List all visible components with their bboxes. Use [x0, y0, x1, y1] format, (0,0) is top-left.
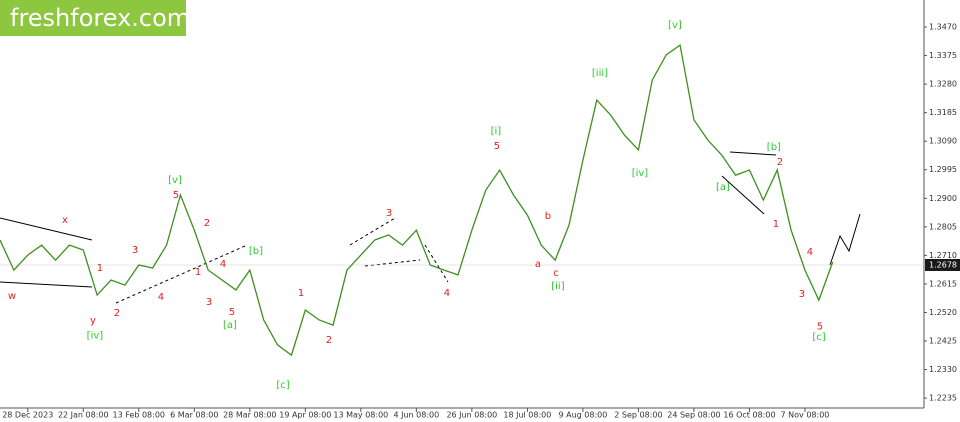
wave-label: 3 — [206, 297, 212, 308]
wave-label: 1 — [298, 288, 304, 299]
y-tick-label: 1.2805 — [929, 222, 957, 231]
y-tick-label: 1.3185 — [929, 108, 957, 117]
wave-label: 2 — [204, 218, 210, 229]
y-tick-label: 1.2615 — [929, 279, 957, 288]
wave-label: w — [8, 291, 16, 302]
wave-label: 5 — [173, 190, 179, 201]
wave-label: 1 — [195, 267, 201, 278]
trend-line — [729, 151, 777, 156]
wave-label: 2 — [777, 157, 783, 168]
y-tick-label: 1.3280 — [929, 80, 957, 89]
wave-label: 4 — [444, 288, 450, 299]
x-tick-label: 28 Dec 2023 — [2, 411, 53, 420]
trend-line — [0, 217, 93, 241]
x-tick-label: 4 Jun 08:00 — [393, 411, 439, 420]
wave-label: [iv] — [632, 168, 649, 179]
x-tick-label: 13 May 08:00 — [333, 411, 388, 420]
wave-label: [c] — [276, 380, 289, 391]
projection-line — [829, 213, 861, 266]
wave-label: b — [545, 211, 551, 222]
y-tick-label: 1.2710 — [929, 251, 957, 260]
y-tick-label: 1.2900 — [929, 194, 957, 203]
wave-label: 1 — [773, 219, 779, 230]
y-tick-label: 1.2995 — [929, 165, 957, 174]
x-tick-label: 16 Oct 08:00 — [723, 411, 775, 420]
x-tick-label: 9 Aug 08:00 — [558, 411, 607, 420]
wave-label: 5 — [817, 321, 823, 332]
wave-label: 1 — [97, 263, 103, 274]
y-tick-label: 1.2235 — [929, 394, 957, 403]
wave-label: 4 — [807, 247, 813, 258]
y-tick-label: 1.2330 — [929, 365, 957, 374]
wave-label: [b] — [767, 142, 781, 153]
last-price-box — [925, 258, 960, 271]
wave-label: [a] — [223, 320, 237, 331]
wave-label: [b] — [249, 246, 263, 257]
trend-line — [721, 175, 765, 215]
wave-label: [c] — [812, 332, 825, 343]
wave-label: 4 — [158, 292, 164, 303]
wave-label: [iv] — [87, 330, 104, 341]
wave-label: [v] — [168, 175, 182, 186]
x-tick-label: 26 Jun 08:00 — [446, 411, 497, 420]
wave-label: [a] — [716, 182, 730, 193]
logo-box — [0, 0, 186, 36]
x-tick-label: 22 Jan 08:00 — [58, 411, 109, 420]
last-price-label: 1.2678 — [929, 260, 957, 269]
wave-label: 3 — [132, 245, 138, 256]
trend-lines — [0, 151, 861, 304]
trend-line — [0, 281, 93, 288]
wave-label: [i] — [491, 126, 502, 137]
wave-label: a — [535, 259, 541, 270]
x-tick-label: 18 Jul 08:00 — [503, 411, 551, 420]
x-tick-label: 13 Feb 08:00 — [113, 411, 165, 420]
logo: freshforex.com — [10, 4, 190, 32]
wave-label: 2 — [326, 335, 332, 346]
wave-label: y — [90, 315, 96, 326]
x-tick-label: 28 Mar 08:00 — [223, 411, 276, 420]
wave-label: c — [553, 268, 559, 279]
wave-label: [ii] — [551, 281, 564, 292]
wave-label: [v] — [668, 20, 682, 31]
y-tick-label: 1.2425 — [929, 337, 957, 346]
wave-label: 5 — [229, 307, 235, 318]
y-tick-label: 1.3090 — [929, 137, 957, 146]
trend-line — [424, 244, 449, 283]
x-tick-label: 24 Sep 08:00 — [667, 411, 720, 420]
x-tick-label: 2 Sep 08:00 — [614, 411, 662, 420]
wave-label: 2 — [114, 308, 120, 319]
wave-label: [iii] — [592, 68, 608, 79]
wave-label: x — [62, 215, 68, 226]
price-line — [0, 43, 834, 357]
y-tick-label: 1.3375 — [929, 51, 957, 60]
trend-line — [349, 217, 396, 246]
x-tick-label: 6 Mar 08:00 — [170, 411, 218, 420]
x-tick-label: 19 Apr 08:00 — [279, 411, 331, 420]
wave-label: 3 — [799, 289, 805, 300]
y-tick-label: 1.2520 — [929, 308, 957, 317]
wave-label: 4 — [220, 259, 226, 270]
wave-label: 3 — [386, 208, 392, 219]
x-tick-label: 7 Nov 08:00 — [781, 411, 830, 420]
wave-label: 5 — [494, 141, 500, 152]
y-tick-label: 1.3470 — [929, 23, 957, 32]
